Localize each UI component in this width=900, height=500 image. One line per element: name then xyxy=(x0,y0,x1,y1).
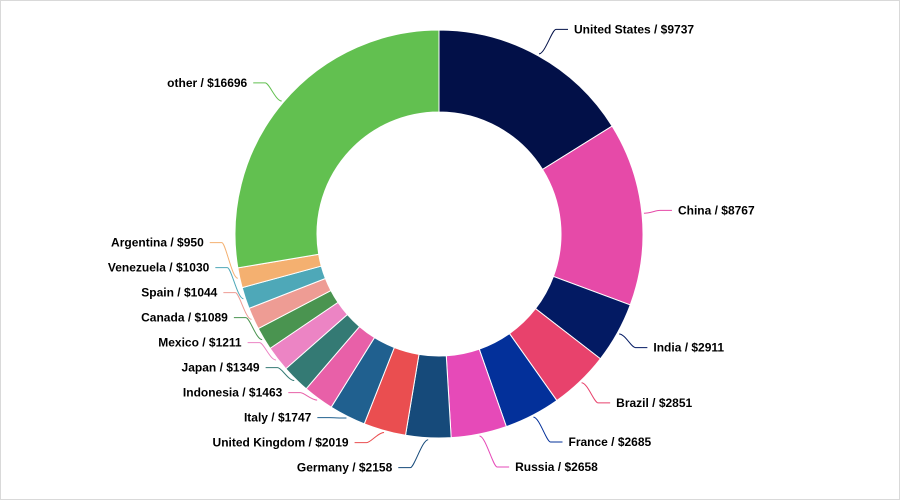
slice-label-argentina: Argentina / $950 xyxy=(111,236,204,250)
slice-label-venezuela: Venezuela / $1030 xyxy=(108,261,210,275)
labels-group: United States / $9737 China / $8767 India … xyxy=(108,22,755,474)
leader-line-india xyxy=(619,333,648,349)
leader-line-spain xyxy=(223,292,252,320)
slice-label-brazil: Brazil / $2851 xyxy=(616,396,692,410)
leader-line-other xyxy=(253,82,282,102)
leader-line-japan xyxy=(265,367,295,382)
slice-label-united-states: United States / $9737 xyxy=(574,22,694,36)
leader-lines-group xyxy=(209,28,672,469)
leader-line-russia xyxy=(479,435,510,468)
slices-group xyxy=(234,29,644,439)
slice-label-spain: Spain / $1044 xyxy=(141,286,217,300)
leader-line-brazil xyxy=(581,382,611,404)
slice-label-japan: Japan / $1349 xyxy=(182,361,260,375)
leader-line-argentina xyxy=(209,242,239,279)
slice-label-mexico: Mexico / $1211 xyxy=(158,336,242,350)
slice-label-other: other / $16696 xyxy=(167,76,247,90)
leader-line-china xyxy=(643,209,672,214)
leader-line-venezuela xyxy=(215,267,244,300)
leader-line-indonesia xyxy=(288,392,318,401)
leader-line-united-states xyxy=(538,28,569,55)
slice-label-germany: Germany / $2158 xyxy=(297,461,393,475)
slice-label-canada: Canada / $1089 xyxy=(141,311,228,325)
leader-line-united-kingdom xyxy=(354,432,385,444)
slice-other[interactable] xyxy=(234,29,440,269)
slice-label-italy: Italy / $1747 xyxy=(244,411,312,425)
slice-label-united-kingdom: United Kingdom / $2019 xyxy=(213,436,349,450)
leader-line-germany xyxy=(398,439,429,469)
slice-label-france: France / $2685 xyxy=(568,435,651,449)
slice-label-russia: Russia / $2658 xyxy=(515,460,598,474)
leader-line-mexico xyxy=(247,342,277,361)
leader-line-canada xyxy=(233,317,263,341)
slice-label-indonesia: Indonesia / $1463 xyxy=(183,386,283,400)
leader-line-france xyxy=(533,416,563,443)
slice-label-china: China / $8767 xyxy=(678,203,755,217)
slice-label-india: India / $2911 xyxy=(653,341,724,355)
